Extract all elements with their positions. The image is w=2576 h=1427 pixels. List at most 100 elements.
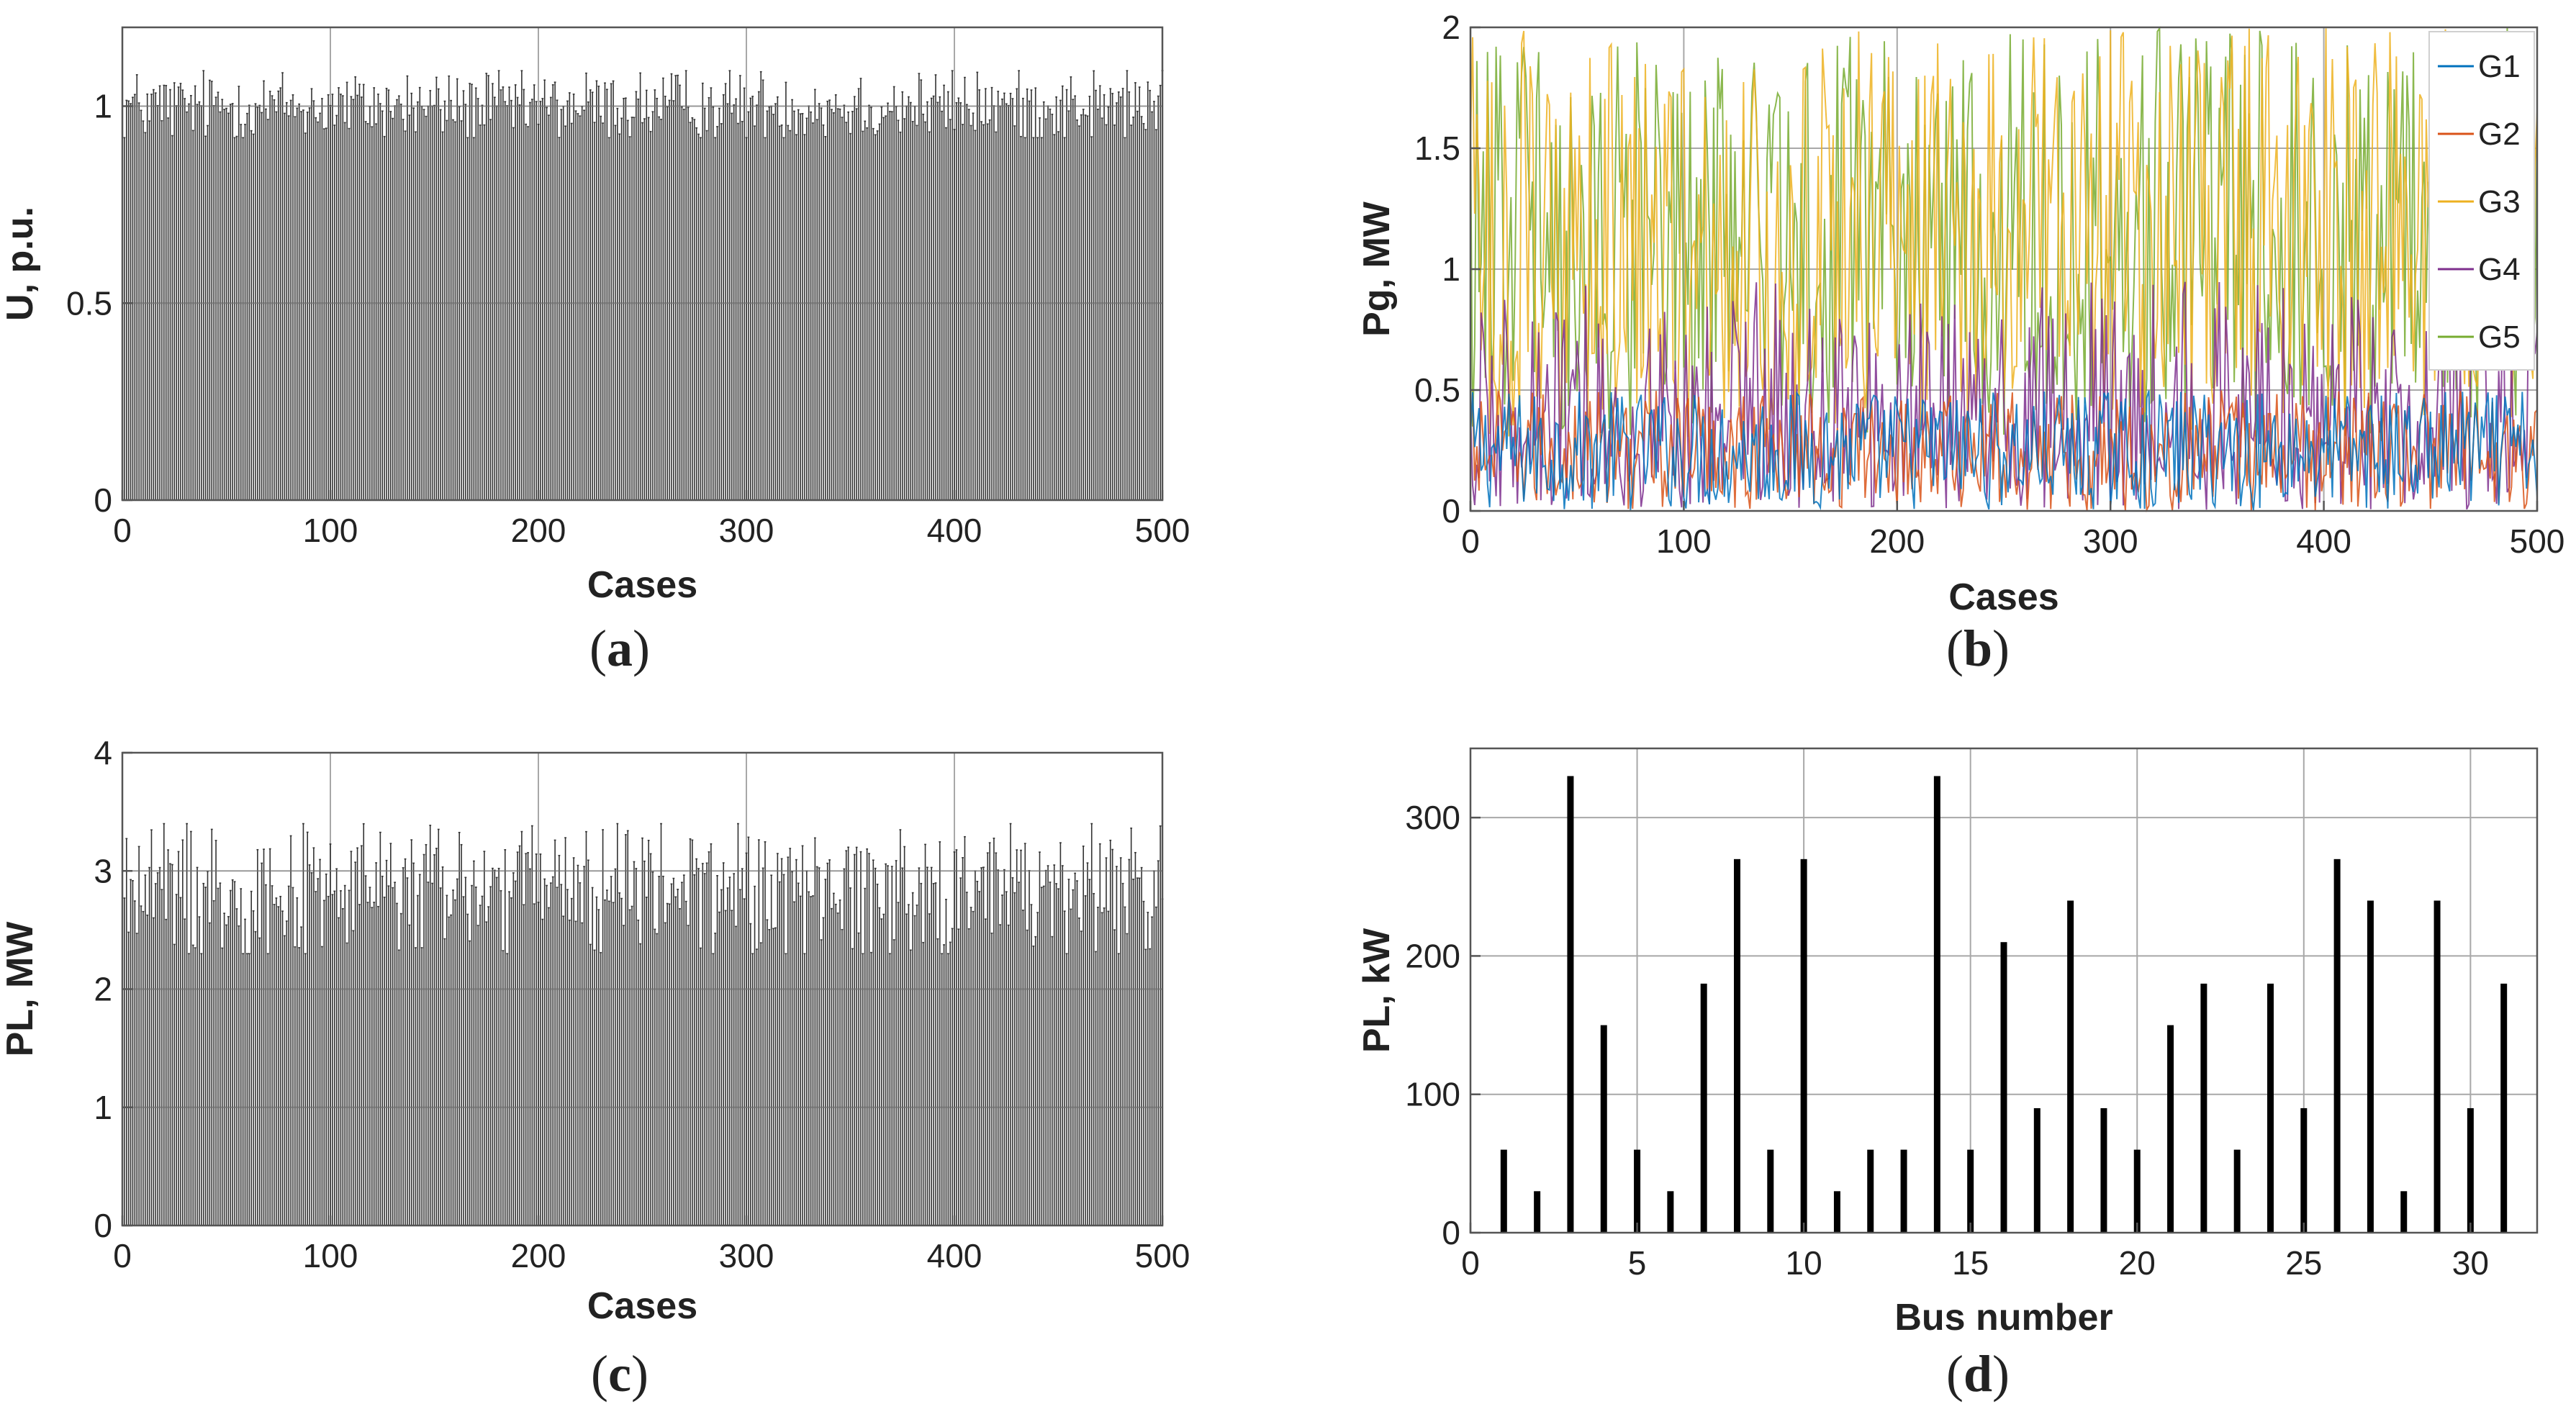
bar-bus-12 [1867, 1149, 1874, 1233]
y-tick-label: 1 [1442, 250, 1460, 288]
legend-label-g5: G5 [2478, 320, 2521, 355]
x-tick-label: 5 [1628, 1244, 1647, 1282]
panel-caption: (a) [589, 620, 650, 677]
caption-letter: a [607, 620, 633, 677]
legend-label-g3: G3 [2478, 184, 2521, 219]
bar-bus-6 [1667, 1191, 1674, 1233]
x-tick-label: 300 [2083, 522, 2138, 560]
bar-bus-8 [1734, 859, 1740, 1233]
bar-bus-26 [2333, 859, 2341, 1233]
axes-frame [121, 26, 1164, 502]
bar-bus-28 [2400, 1191, 2408, 1233]
caption-open: ( [589, 620, 607, 677]
y-tick-label: 0.5 [1414, 371, 1460, 409]
bar-bus-21 [2167, 1025, 2174, 1233]
bar-bus-10 [1800, 859, 1807, 1233]
series-line-g5 [1470, 26, 2538, 437]
legend-label-g4: G4 [2478, 252, 2521, 287]
x-tick-label: 100 [303, 1237, 358, 1274]
caption-open: ( [1946, 1345, 1963, 1403]
bar-bus-2 [1534, 1191, 1541, 1233]
y-axis-label: PL, MW [0, 921, 41, 1057]
x-tick-label: 0 [113, 512, 132, 549]
x-tick-label: 400 [927, 512, 982, 549]
x-tick-label: 500 [2510, 522, 2565, 560]
x-tick-label: 200 [511, 1237, 566, 1274]
bar-bus-4 [1600, 1025, 1607, 1233]
bar-bus-30 [2467, 1107, 2474, 1233]
bar-bus-22 [2200, 983, 2207, 1233]
y-tick-label: 0 [1442, 1214, 1460, 1251]
legend-label-g1: G1 [2478, 49, 2521, 84]
x-tick-label: 300 [719, 1237, 774, 1274]
y-tick-label: 0 [94, 481, 112, 519]
x-tick-label: 500 [1135, 512, 1190, 549]
x-tick-label: 100 [303, 512, 358, 549]
bar-bus-31 [2500, 983, 2508, 1233]
y-tick-label: 3 [94, 852, 112, 889]
bar-bus-14 [1933, 776, 1940, 1233]
chart-panel-a: 0 100 200 300 400 500 0 0.5 1 Cases U, p.u. (a) [0, 26, 1190, 677]
y-tick-label: 1 [94, 1089, 112, 1126]
y-tick-label: 200 [1405, 937, 1460, 974]
x-tick-label: 0 [1461, 1244, 1480, 1282]
y-axis-label: U, p.u. [0, 207, 41, 321]
chart-panel-b: G1 G2 G3 G4 G5 0 100 200 300 400 500 0 0.5 1 1.5 2 Cases… [1356, 9, 2564, 677]
x-tick-label: 200 [1869, 522, 1925, 560]
caption-close: ) [631, 1345, 648, 1403]
x-axis-label: Cases [1948, 576, 2058, 618]
y-tick-label: 2 [94, 971, 112, 1008]
y-tick-label: 1.5 [1414, 130, 1460, 167]
y-tick-label: 1 [94, 88, 112, 125]
caption-letter: c [608, 1345, 631, 1403]
x-tick-label: 400 [927, 1237, 982, 1274]
panel-caption: (b) [1946, 620, 2010, 677]
x-tick-label: 400 [2296, 522, 2351, 560]
caption-close: ) [633, 620, 650, 677]
y-tick-label: 0 [94, 1207, 112, 1244]
bar-bus-24 [2267, 983, 2274, 1233]
y-axis-label: Pg, MW [1356, 201, 1398, 337]
x-tick-label: 300 [719, 512, 774, 549]
caption-letter: d [1963, 1345, 1992, 1403]
series-line-g1 [1470, 390, 2538, 511]
bar-bus-11 [1833, 1191, 1840, 1233]
chart-panel-c: 0 100 200 300 400 500 0 1 2 3 4 Cases PL, MW (c) [0, 734, 1190, 1403]
y-axis-label: PL, kW [1356, 928, 1398, 1053]
bar-bus-25 [2300, 1107, 2308, 1233]
series-line-g4 [1470, 281, 2538, 510]
x-tick-label: 15 [1952, 1244, 1989, 1282]
bar-bus-29 [2433, 900, 2441, 1233]
x-tick-label: 500 [1135, 1237, 1190, 1274]
panel-caption: (d) [1946, 1345, 2010, 1403]
bar-bus-5 [1634, 1149, 1641, 1233]
bar-bus-19 [2100, 1107, 2107, 1233]
x-axis-label: Cases [587, 1285, 697, 1327]
x-tick-label: 0 [1461, 522, 1480, 560]
x-tick-label: 0 [113, 1237, 132, 1274]
x-tick-label: 100 [1656, 522, 1712, 560]
y-tick-label: 100 [1405, 1076, 1460, 1113]
x-tick-label: 200 [511, 512, 566, 549]
bar-bus-7 [1700, 983, 1707, 1233]
bar-bus-17 [2033, 1107, 2041, 1233]
y-tick-label: 0.5 [66, 284, 112, 322]
caption-close: ) [1992, 620, 2010, 677]
legend-label-g2: G2 [2478, 117, 2521, 152]
x-tick-label: 30 [2452, 1244, 2489, 1282]
y-tick-label: 4 [94, 734, 112, 771]
caption-open: ( [1946, 620, 1963, 677]
x-tick-label: 10 [1786, 1244, 1822, 1282]
y-tick-label: 2 [1442, 9, 1460, 46]
bar-bus-18 [2067, 900, 2074, 1233]
caption-open: ( [591, 1345, 608, 1403]
x-axis-label: Bus number [1894, 1297, 2112, 1338]
x-axis-label: Cases [587, 564, 697, 606]
bar-bus-23 [2233, 1149, 2241, 1233]
caption-letter: b [1963, 620, 1992, 677]
y-tick-label: 0 [1442, 492, 1460, 530]
y-tick-label: 300 [1405, 799, 1460, 836]
bar-bus-16 [2000, 942, 2007, 1233]
